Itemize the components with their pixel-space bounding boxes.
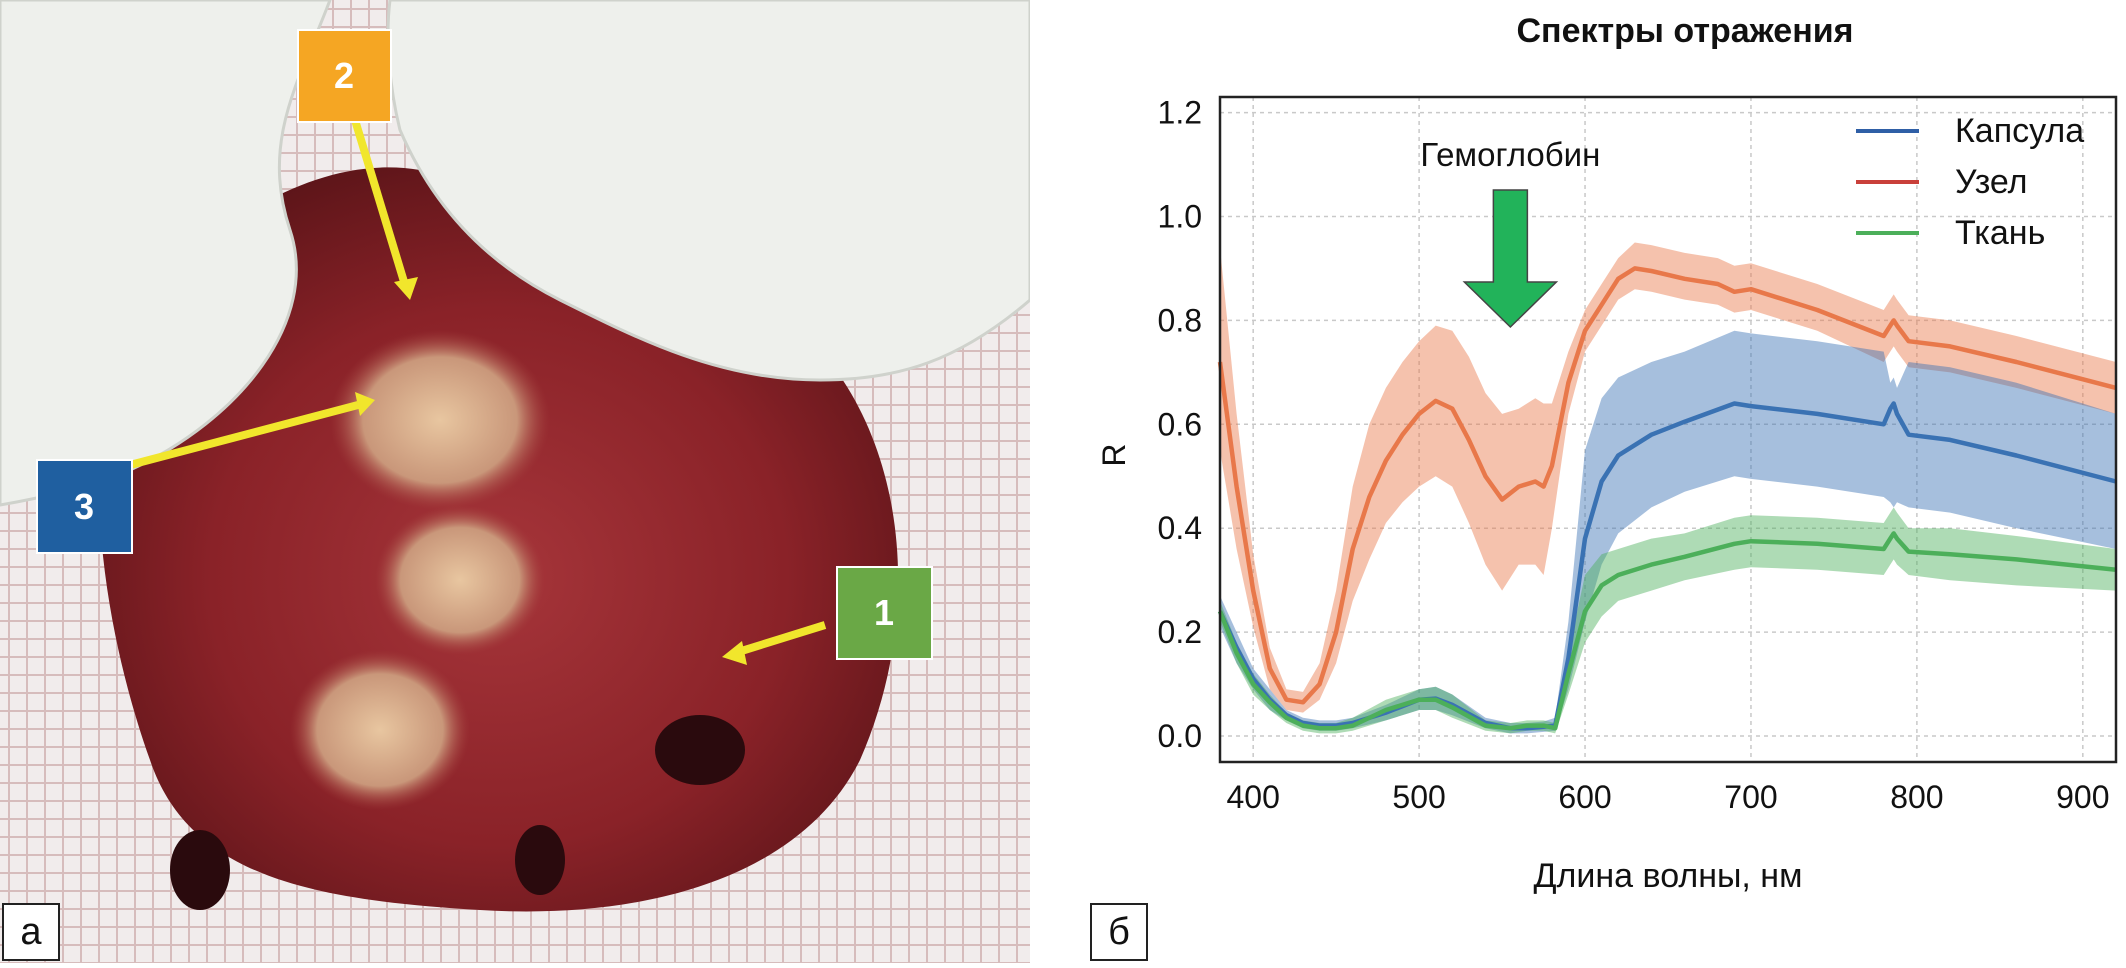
panel-label-b: б xyxy=(1090,903,1148,961)
hemoglobin-annotation: Гемоглобин xyxy=(1420,136,1600,329)
arrow-2-head xyxy=(394,277,418,300)
marker-3: 3 xyxy=(36,459,133,554)
x-axis-label: Длина волны, нм xyxy=(1534,857,1803,895)
y-tick-label: 1.2 xyxy=(1158,95,1202,131)
y-axis-label: R xyxy=(1096,443,1132,466)
y-tick-label: 1.0 xyxy=(1158,198,1202,234)
annotation-text: Гемоглобин xyxy=(1420,136,1600,173)
marker-1-label: 1 xyxy=(874,592,894,633)
y-tick-label: 0.6 xyxy=(1158,406,1202,442)
x-tick-label: 500 xyxy=(1392,779,1445,815)
dark-spot xyxy=(515,825,565,895)
legend: Капсула Узел Ткань xyxy=(1856,112,2084,252)
arrow-3-head xyxy=(355,392,375,416)
x-tick-label: 400 xyxy=(1226,779,1279,815)
legend-label: Узел xyxy=(1955,163,2028,201)
arrow-1 xyxy=(733,621,827,657)
y-tick-label: 0.0 xyxy=(1158,718,1202,754)
marker-3-label: 3 xyxy=(74,486,94,527)
legend-label: Капсула xyxy=(1955,112,2084,150)
down-arrow-icon xyxy=(1462,189,1559,329)
series-lines xyxy=(1217,266,2117,731)
series-line-3 xyxy=(1217,531,2117,731)
arrow-2 xyxy=(351,118,409,287)
band-1 xyxy=(1220,330,2116,734)
drape-right xyxy=(386,0,1032,382)
arrow-1-head xyxy=(722,641,747,665)
y-tick-label: 0.8 xyxy=(1158,302,1202,338)
surgical-photo: 1 2 3 xyxy=(0,0,1032,963)
y-tick-label: 0.4 xyxy=(1158,510,1202,546)
nodule-middle xyxy=(375,505,545,655)
x-tick-label: 900 xyxy=(2056,779,2109,815)
legend-label: Ткань xyxy=(1955,214,2045,252)
x-tick-label: 600 xyxy=(1558,779,1611,815)
y-tick-labels: 0.0 0.2 0.4 0.6 0.8 1.0 1.2 xyxy=(1158,95,1202,754)
nodule-lower xyxy=(290,650,470,810)
plot-frame xyxy=(1218,95,2118,764)
chart-panel: Спектры отражения 400 500 600 700 800 900 0.0… xyxy=(1090,0,2126,963)
arrow-3 xyxy=(128,401,360,469)
series-line-2 xyxy=(1217,266,2117,705)
dark-spot xyxy=(170,830,230,910)
marker-2: 2 xyxy=(297,29,392,123)
x-tick-label: 800 xyxy=(1890,779,1943,815)
marker-2-label: 2 xyxy=(334,55,354,96)
dark-spot xyxy=(655,715,745,785)
chart-title: Спектры отражения xyxy=(1516,12,1853,50)
x-tick-label: 700 xyxy=(1724,779,1777,815)
band-3 xyxy=(1220,507,2116,734)
marker-1: 1 xyxy=(836,566,933,660)
y-tick-label: 0.2 xyxy=(1158,614,1202,650)
photo-panel: 1 2 3 а xyxy=(0,0,1032,963)
band-2 xyxy=(1220,242,2116,713)
x-tick-labels: 400 500 600 700 800 900 xyxy=(1226,779,2109,815)
spectra-chart: Спектры отражения 400 500 600 700 800 900 0.0… xyxy=(1096,12,2118,895)
panel-label-a: а xyxy=(2,903,60,961)
grid xyxy=(1220,97,2116,762)
nodule-upper xyxy=(330,330,550,510)
confidence-bands xyxy=(1220,242,2116,734)
